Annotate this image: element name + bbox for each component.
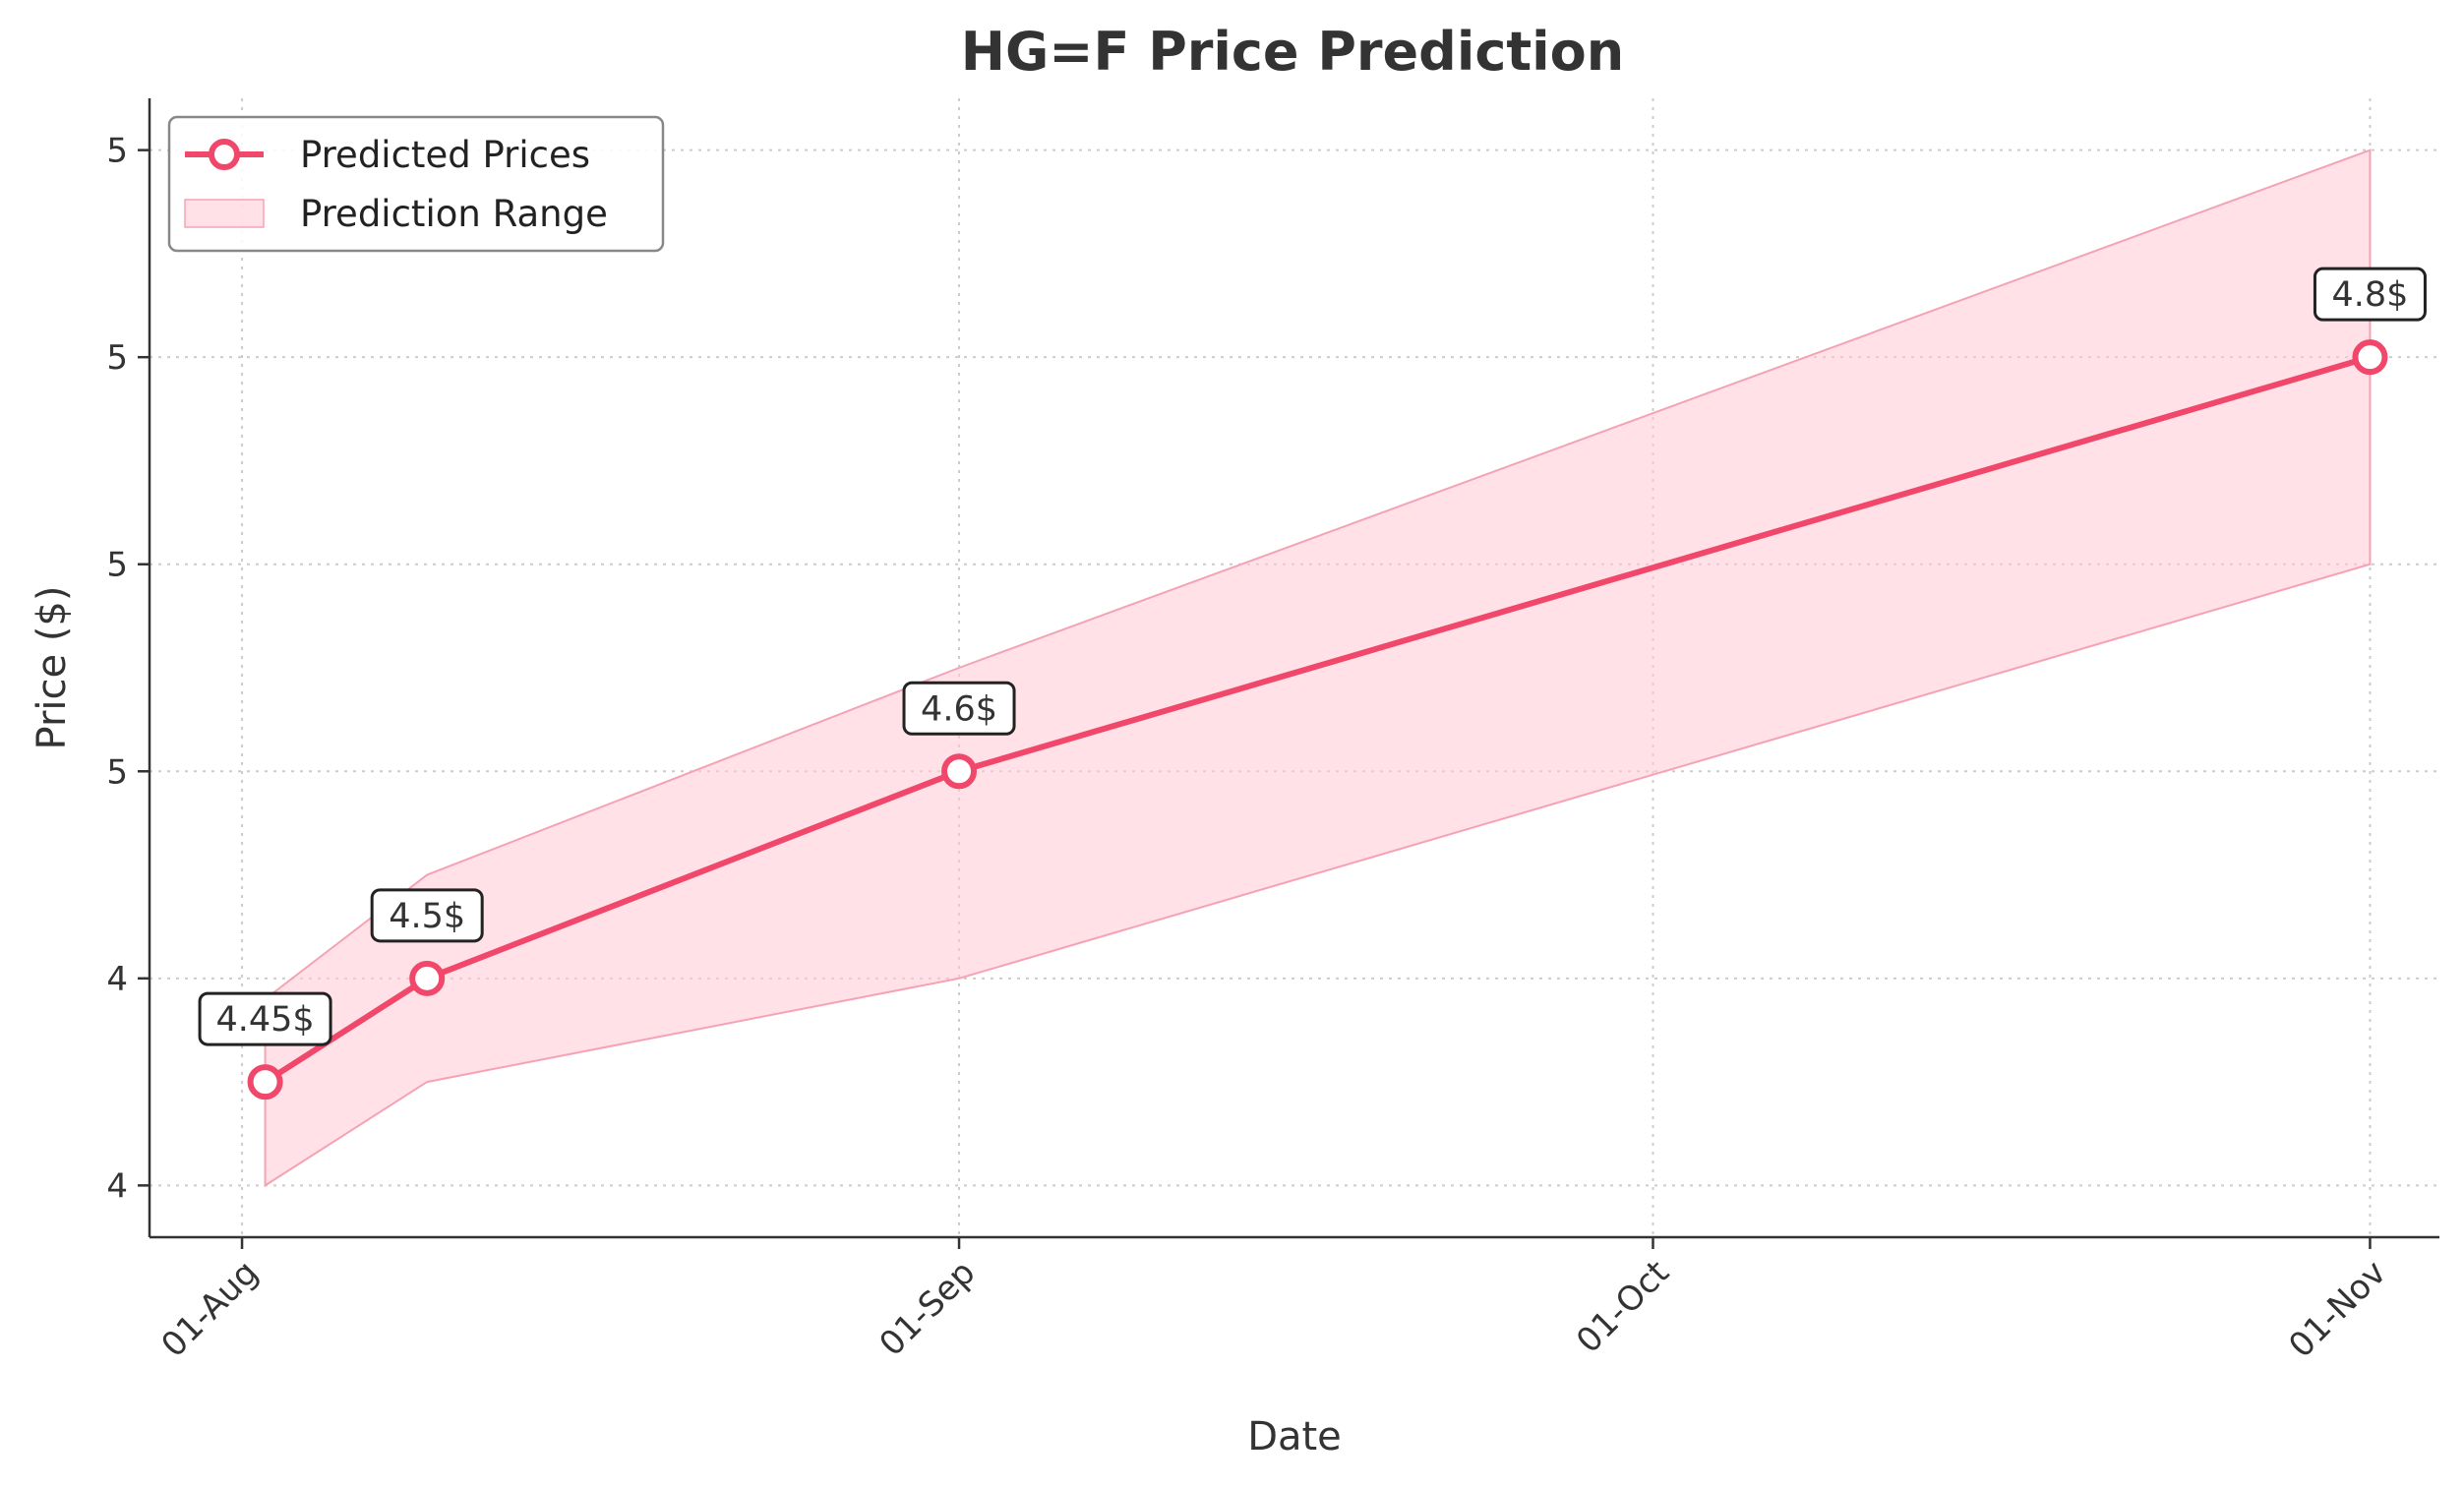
data-label-box bbox=[2313, 267, 2427, 322]
data-label-box bbox=[198, 991, 332, 1046]
data-label-callout: 4.6$ bbox=[902, 681, 1016, 736]
y-tick-label: 5 bbox=[106, 546, 128, 585]
chart-title: HG=F Price Prediction bbox=[961, 21, 1624, 83]
y-tick-label: 4 bbox=[106, 960, 128, 999]
data-point-marker bbox=[2352, 339, 2388, 376]
data-label-callout: 4.8$ bbox=[2313, 267, 2427, 322]
data-label-text: 4.5$ bbox=[389, 897, 465, 936]
x-tick-label: 01-Sep bbox=[872, 1253, 984, 1364]
legend-frame bbox=[167, 115, 665, 253]
data-label-callout: 4.5$ bbox=[370, 888, 484, 943]
data-label-callout: 4.45$ bbox=[198, 991, 332, 1046]
x-tick-label: 01-Oct bbox=[1569, 1253, 1677, 1361]
data-label-box bbox=[902, 681, 1016, 736]
y-tick-label: 5 bbox=[106, 752, 128, 792]
y-tick-label: 5 bbox=[106, 132, 128, 171]
x-tick-label: 01-Aug bbox=[153, 1253, 266, 1365]
x-axis-label: Date bbox=[1247, 1414, 1342, 1459]
y-axis-label: Price ($) bbox=[30, 586, 75, 750]
data-label-text: 4.45$ bbox=[215, 1000, 314, 1040]
data-label-text: 4.6$ bbox=[921, 689, 997, 729]
data-point-marker bbox=[247, 1064, 283, 1101]
data-point-marker bbox=[409, 960, 446, 996]
y-axis-ticks: 4 4 5 5 5 5 bbox=[106, 132, 150, 1206]
y-tick-label: 4 bbox=[106, 1166, 128, 1206]
legend: Predicted Prices Prediction Range bbox=[167, 115, 665, 253]
legend-label-prediction-range: Prediction Range bbox=[300, 193, 608, 235]
y-tick-label: 5 bbox=[106, 338, 128, 378]
legend-label-predicted-prices: Predicted Prices bbox=[300, 134, 590, 176]
predicted-price-markers bbox=[247, 339, 2388, 1101]
x-tick-label: 01-Nov bbox=[2281, 1253, 2393, 1365]
predicted-prices-polyline bbox=[262, 354, 2374, 1086]
legend-range-swatch bbox=[184, 199, 265, 228]
predicted-prices-line bbox=[262, 354, 2374, 1086]
data-point-marker bbox=[941, 753, 978, 790]
data-labels: 4.45$ 4.5$ 4.6$ 4.8$ bbox=[198, 267, 2427, 1046]
data-label-text: 4.8$ bbox=[2331, 275, 2408, 315]
data-label-box bbox=[370, 888, 484, 943]
x-axis-ticks: 01-Aug 01-Sep 01-Oct 01-Nov bbox=[153, 1237, 2394, 1366]
legend-marker-swatch bbox=[209, 139, 240, 170]
